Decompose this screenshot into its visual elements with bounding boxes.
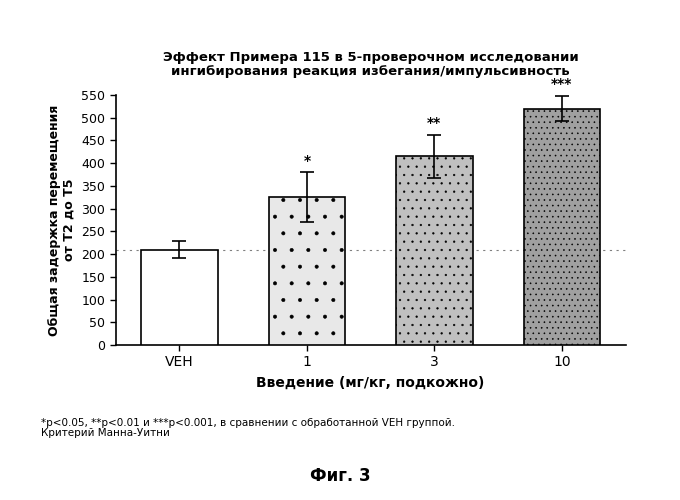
Bar xyxy=(269,198,345,345)
Text: *: * xyxy=(303,154,310,168)
Text: ***: *** xyxy=(551,78,573,92)
Bar xyxy=(141,250,218,345)
Text: *p<0.05, **p<0.01 и ***p<0.001, в сравнении с обработанной VEH группой.: *p<0.05, **p<0.01 и ***p<0.001, в сравне… xyxy=(41,418,455,428)
Bar xyxy=(396,156,473,345)
Y-axis label: Общая задержка перемещения
от Т2 до Т5: Общая задержка перемещения от Т2 до Т5 xyxy=(48,104,75,336)
Bar xyxy=(524,108,600,345)
Text: **: ** xyxy=(427,116,441,130)
Text: Введение (мг/кг, подкожно): Введение (мг/кг, подкожно) xyxy=(256,376,485,390)
Text: Критерий Манна-Уитни: Критерий Манна-Уитни xyxy=(41,428,170,438)
Text: ингибирования реакция избегания/импульсивность: ингибирования реакция избегания/импульси… xyxy=(171,65,570,78)
Text: Фиг. 3: Фиг. 3 xyxy=(309,467,371,485)
Text: Эффект Примера 115 в 5-проверочном исследовании: Эффект Примера 115 в 5-проверочном иссле… xyxy=(163,51,579,64)
